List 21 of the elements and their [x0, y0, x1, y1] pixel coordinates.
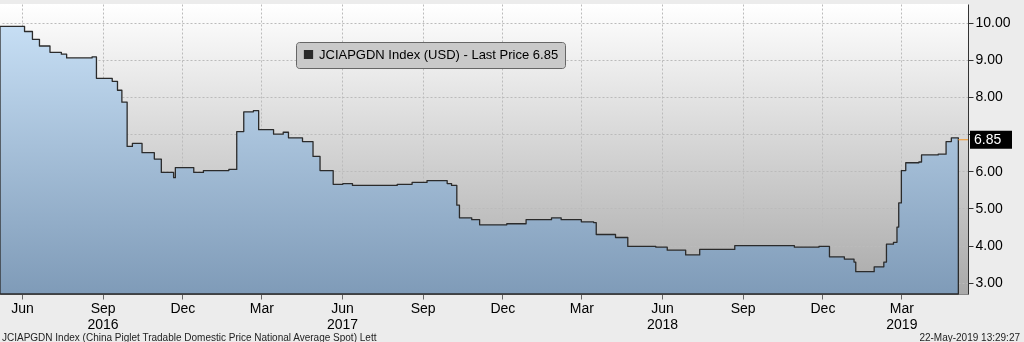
x-tick-label: Dec — [170, 299, 196, 316]
y-tick-label: 8.00 — [975, 88, 1003, 105]
x-tick-label: Mar 2019 — [886, 299, 918, 332]
x-tick-label: Dec — [490, 299, 516, 316]
y-tick-label: 9.00 — [975, 51, 1003, 68]
x-tick-label: Mar — [569, 299, 595, 316]
annotation: 6.85 — [974, 130, 1002, 147]
x-tick-label: Mar — [249, 299, 275, 316]
x-tick-label: Jun 2017 — [326, 299, 359, 332]
x-tick-label: Sep 2016 — [87, 299, 119, 332]
x-tick-label: Sep — [730, 299, 756, 316]
x-tick-label: Jun 2018 — [646, 299, 679, 332]
x-tick-label: Sep — [410, 299, 436, 316]
y-tick-label: 10.00 — [975, 14, 1011, 31]
y-tick-label: 4.00 — [975, 237, 1003, 254]
legend-label: JCIAPGDN Index (USD) - Last Price 6.85 — [319, 46, 559, 62]
y-tick-label: 5.00 — [975, 199, 1003, 216]
x-tick-label: Jun — [11, 299, 34, 316]
x-tick-label: Dec — [810, 299, 836, 316]
y-tick-label: 6.00 — [975, 162, 1003, 179]
y-tick-label: 3.00 — [975, 274, 1003, 291]
